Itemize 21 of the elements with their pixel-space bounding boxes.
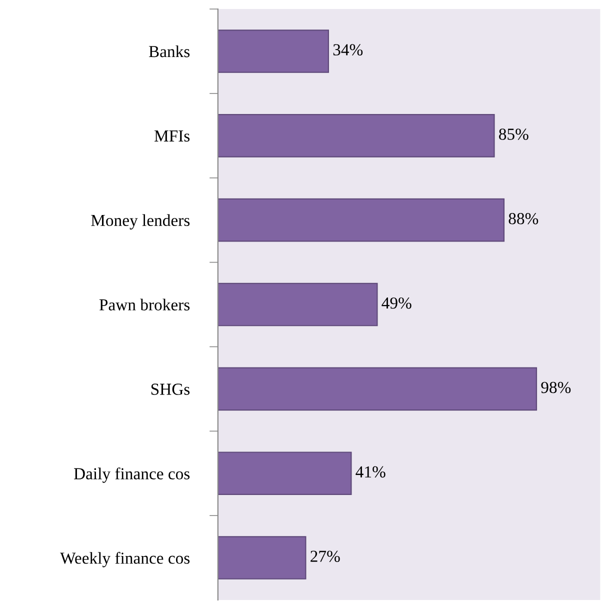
y-tick-label: Pawn brokers [99,298,190,310]
data-label: 85% [499,128,528,140]
y-tick-label: Banks [148,45,190,58]
bar [218,114,495,158]
y-tick-label: Daily finance cos [74,467,190,483]
bar [218,536,306,580]
y-tick-label: Weekly finance cos [60,552,190,568]
bar [218,452,352,496]
data-label: 41% [356,466,386,478]
bar [218,30,329,73]
data-label: 27% [310,550,340,562]
data-label: 88% [508,213,538,224]
y-tick-label: Money lenders [91,214,190,230]
y-tick-label: MFIs [154,130,190,142]
bar [218,198,505,242]
data-label: 34% [333,44,363,56]
bar [218,282,378,326]
bar [218,367,538,411]
data-label: 49% [382,297,412,309]
y-tick-label: SHGs [151,384,190,395]
data-label: 98% [541,382,571,394]
